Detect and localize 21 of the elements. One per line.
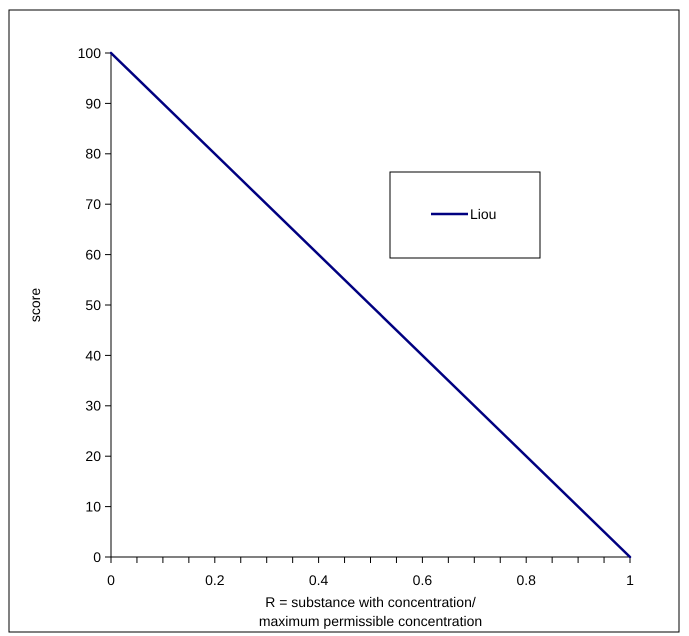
x-tick-label: 0 xyxy=(107,572,116,588)
x-tick-label: 0.2 xyxy=(205,572,225,588)
y-tick-label: 80 xyxy=(85,146,102,162)
x-tick-label: 0.6 xyxy=(412,572,432,588)
x-tick-label: 0.4 xyxy=(308,572,329,588)
y-tick-label: 70 xyxy=(85,196,102,212)
y-axis-title: score xyxy=(27,288,43,322)
y-tick-label: 30 xyxy=(85,398,102,414)
y-tick-label: 0 xyxy=(93,548,102,565)
y-tick-label: 100 xyxy=(78,44,102,61)
x-axis-title: R = substance with concentration/ maximum permissible concentration xyxy=(258,594,482,629)
y-tick-label: 40 xyxy=(85,347,102,364)
legend: Liou xyxy=(390,172,540,258)
y-tick-label: 60 xyxy=(85,246,102,262)
y-tick-label: 20 xyxy=(85,448,102,464)
x-tick-label: 0.8 xyxy=(516,572,536,588)
x-tick-label: 1 xyxy=(626,572,634,588)
legend-label: Liou xyxy=(470,206,496,222)
y-tick-label: 50 xyxy=(85,296,102,313)
y-tick-label: 90 xyxy=(85,95,102,112)
y-tick-label: 10 xyxy=(85,498,102,514)
